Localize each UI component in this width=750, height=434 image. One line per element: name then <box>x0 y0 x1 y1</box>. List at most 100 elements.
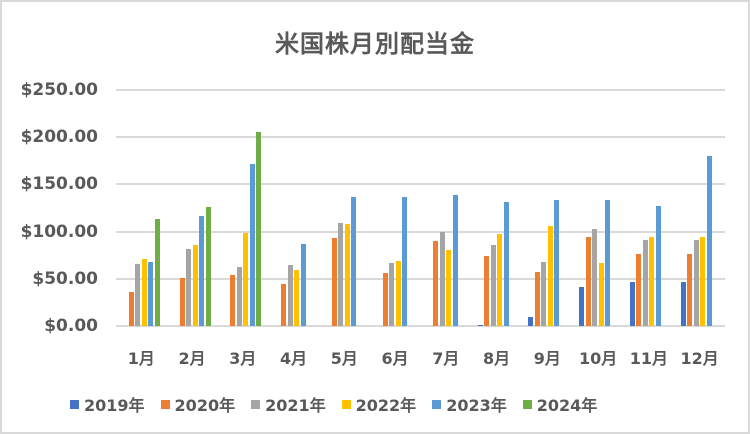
bar[interactable] <box>186 248 192 326</box>
legend-item[interactable]: 2022年 <box>341 392 417 416</box>
bar[interactable] <box>382 273 388 326</box>
x-tick-label: 6月 <box>381 349 409 368</box>
bar[interactable] <box>402 196 408 326</box>
bar[interactable] <box>446 250 452 326</box>
bar[interactable] <box>331 238 337 326</box>
bar[interactable] <box>687 254 693 326</box>
bar[interactable] <box>490 244 496 326</box>
bar[interactable] <box>300 243 306 326</box>
bar[interactable] <box>534 272 540 326</box>
y-tick-label: $250.00 <box>20 80 98 100</box>
bar[interactable] <box>554 199 560 326</box>
bar[interactable] <box>585 237 591 326</box>
gridline <box>116 277 725 280</box>
legend-swatch-icon <box>522 399 532 409</box>
legend-item[interactable]: 2023年 <box>432 392 507 416</box>
bar[interactable] <box>439 231 445 326</box>
bar[interactable] <box>433 241 439 326</box>
bar[interactable] <box>636 254 642 326</box>
bar[interactable] <box>598 262 604 326</box>
bar[interactable] <box>592 228 598 326</box>
bar[interactable] <box>497 234 503 326</box>
bar[interactable] <box>249 163 255 326</box>
bar[interactable] <box>649 237 655 326</box>
bar[interactable] <box>281 284 287 326</box>
bar[interactable] <box>655 206 661 326</box>
y-tick-label: $150.00 <box>20 174 98 195</box>
x-tick-label: 4月 <box>280 349 308 368</box>
legend-swatch-icon <box>341 399 351 409</box>
legend-label: 2023年 <box>446 396 507 415</box>
bar[interactable] <box>179 277 185 326</box>
bar[interactable] <box>547 225 553 326</box>
gridline <box>116 183 725 186</box>
x-tick-label: 7月 <box>432 349 460 368</box>
bar[interactable] <box>338 223 344 326</box>
bar[interactable] <box>294 270 300 326</box>
x-tick-label: 11月 <box>629 349 669 368</box>
bar[interactable] <box>452 194 458 326</box>
legend-swatch-icon <box>432 399 442 409</box>
bar[interactable] <box>395 260 401 326</box>
legend-item[interactable]: 2021年 <box>251 392 326 416</box>
legend-swatch-icon <box>251 399 261 409</box>
x-tick-label: 3月 <box>229 349 257 368</box>
bar[interactable] <box>700 237 706 326</box>
legend-swatch-icon <box>70 399 79 409</box>
legend-label: 2022年 <box>355 396 417 415</box>
bar[interactable] <box>128 292 134 326</box>
bar[interactable] <box>236 267 242 326</box>
bar[interactable] <box>135 263 141 326</box>
bar[interactable] <box>205 207 211 326</box>
bar[interactable] <box>605 199 611 326</box>
gridline <box>116 136 725 139</box>
bar[interactable] <box>199 216 205 326</box>
bar[interactable] <box>344 224 350 326</box>
bar[interactable] <box>243 233 249 326</box>
y-tick-label: $50.00 <box>32 268 98 289</box>
y-tick-label: $200.00 <box>20 127 98 148</box>
chart-title: 米国株月別配当金 <box>275 30 475 58</box>
legend-label: 2020年 <box>174 396 236 415</box>
bar[interactable] <box>351 196 357 326</box>
y-tick-label: $100.00 <box>20 221 98 242</box>
bar[interactable] <box>629 281 635 326</box>
legend-item[interactable]: 2024年 <box>522 392 598 416</box>
x-tick-label: 2月 <box>178 349 206 368</box>
bar[interactable] <box>256 132 262 326</box>
bar[interactable] <box>477 325 483 326</box>
bar[interactable] <box>141 258 147 326</box>
legend-item[interactable]: 2019年 <box>70 392 145 416</box>
bar[interactable] <box>642 240 648 326</box>
bar[interactable] <box>148 261 154 326</box>
bar[interactable] <box>389 262 395 326</box>
bar[interactable] <box>706 156 712 326</box>
bar[interactable] <box>528 316 534 326</box>
legend: 2019年 2020年 2021年 2022年 2023年 2024年 <box>70 392 597 416</box>
gridline <box>116 230 725 233</box>
gridline <box>116 325 725 327</box>
bar[interactable] <box>579 287 585 326</box>
y-tick-label: $0.00 <box>44 316 98 336</box>
bar[interactable] <box>484 256 490 326</box>
legend-label: 2024年 <box>536 396 598 415</box>
legend-swatch-icon <box>160 399 170 409</box>
x-tick-label: 9月 <box>533 349 561 368</box>
legend-label: 2019年 <box>84 396 145 415</box>
bar[interactable] <box>154 219 160 326</box>
bar[interactable] <box>680 281 686 326</box>
x-tick-label: 8月 <box>483 349 511 368</box>
gridline <box>116 89 725 91</box>
legend-label: 2021年 <box>265 396 326 415</box>
bar[interactable] <box>541 261 547 326</box>
legend-item[interactable]: 2020年 <box>160 392 236 416</box>
x-tick-label: 12月 <box>680 349 719 368</box>
bar[interactable] <box>287 264 293 326</box>
bar[interactable] <box>230 275 236 326</box>
x-tick-label: 10月 <box>578 349 618 368</box>
x-tick-label: 1月 <box>127 349 155 368</box>
bar[interactable] <box>503 202 509 326</box>
bar[interactable] <box>192 244 198 326</box>
bar[interactable] <box>693 240 699 326</box>
